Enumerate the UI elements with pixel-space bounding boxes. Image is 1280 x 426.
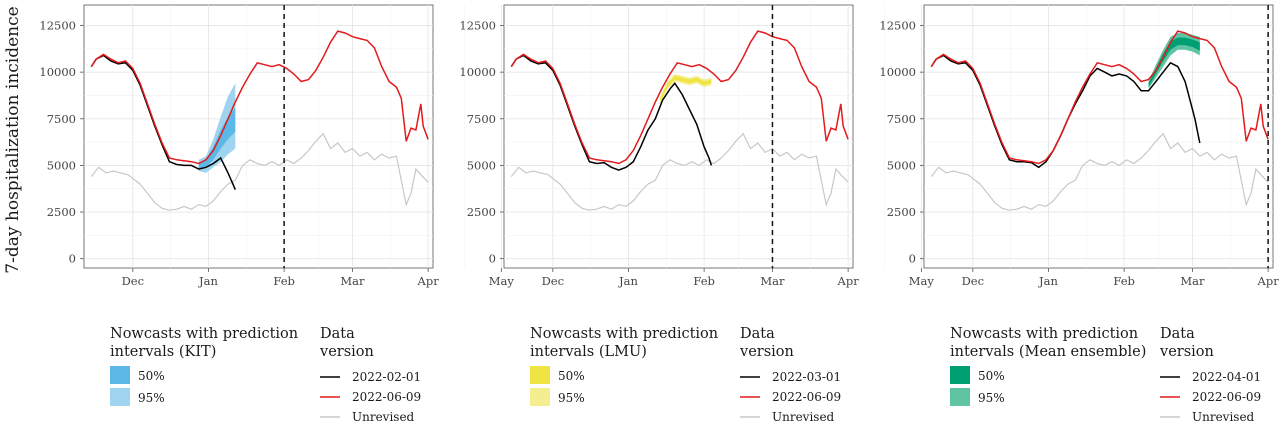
legend: Nowcasts with prediction intervals (KIT) 5… [110,326,421,424]
band-95 [1148,33,1200,89]
y-tick-label: 10000 [459,65,496,79]
y-tick-label: 2500 [467,205,496,219]
y-tick-label: 2500 [47,205,76,219]
legend-key-95% [530,388,550,406]
y-tick-label: 0 [489,252,496,266]
panel-2: 0 2500 5000 7500 10000 12500 Dec Jan Feb Mar Apr Ma… [459,4,935,424]
legend-nowcast-title: Nowcasts with prediction [530,326,718,342]
y-axis-label: 7-day hospitalization incidence [3,6,23,273]
legend-label: Unrevised [772,410,835,424]
y-tick-label: 5000 [887,158,916,172]
panel-1: 0 2500 5000 7500 10000 12500 Dec Jan Feb Mar Apr Ma… [39,4,515,424]
legend-label: 50% [558,369,585,383]
plot-area [503,4,854,269]
series-asof [510,54,713,171]
legend-nowcast-title: intervals (LMU) [530,344,647,360]
legend-label: 2022-06-09 [352,390,421,404]
legend: Nowcasts with prediction intervals (Mean … [950,326,1261,424]
panel-3: 0 2500 5000 7500 10000 12500 Dec Jan Feb Mar Apr Ma… [879,4,1280,424]
y-tick-label: 0 [909,252,916,266]
series-final [930,30,1269,165]
legend-label: 95% [978,391,1005,405]
legend-nowcast-title: intervals (Mean ensemble) [950,344,1146,360]
legend-label: 2022-02-01 [352,370,421,384]
x-tick-label: May [909,274,935,288]
x-tick-label: Feb [693,274,715,288]
y-tick-label: 2500 [887,205,916,219]
x-tick-label: Mar [340,274,365,288]
y-tick-label: 7500 [47,112,76,126]
y-tick-label: 7500 [467,112,496,126]
x-tick-label: Apr [417,274,440,288]
y-tick-label: 12500 [459,19,496,33]
legend-nowcast-title: Nowcasts with prediction [110,326,298,342]
legend-label: 95% [138,391,165,405]
legend-label: Unrevised [352,410,415,424]
legend-key-50% [950,366,970,384]
y-tick-label: 12500 [879,19,916,33]
band-95 [198,83,236,173]
series-unrevised [510,132,849,211]
legend-key-50% [110,366,130,384]
y-tick-label: 7500 [887,112,916,126]
x-tick-label: Jan [618,274,638,288]
x-tick-label: Mar [760,274,785,288]
legend-nowcast-title: Nowcasts with prediction [950,326,1138,342]
plot-area [83,4,434,269]
legend-data-title: version [319,344,374,360]
chart-panels: 0 2500 5000 7500 10000 12500 Dec Jan Feb Mar Apr Ma… [39,4,1280,424]
x-tick-label: Dec [542,274,564,288]
x-tick-label: Apr [1257,274,1280,288]
legend-label: 95% [558,391,585,405]
y-tick-label: 0 [69,252,76,266]
legend-data-title: version [739,344,794,360]
legend-label: 50% [138,369,165,383]
series-final [90,30,429,165]
y-tick-label: 5000 [467,158,496,172]
x-tick-label: Apr [837,274,860,288]
legend-data-title: Data [1160,326,1195,342]
legend-label: 2022-06-09 [1192,390,1261,404]
y-tick-label: 12500 [39,19,76,33]
series-unrevised [90,132,429,211]
series-unrevised [930,132,1269,211]
legend-key-95% [110,388,130,406]
x-tick-label: Jan [1038,274,1058,288]
x-tick-label: Jan [198,274,218,288]
band-50 [1148,37,1200,88]
legend-data-title: Data [320,326,355,342]
x-tick-label: Mar [1180,274,1205,288]
legend-key-95% [950,388,970,406]
legend-key-50% [530,366,550,384]
y-tick-label: 10000 [39,65,76,79]
legend-data-title: version [1159,344,1214,360]
legend: Nowcasts with prediction intervals (LMU) 5… [530,326,841,424]
plot-area [923,4,1274,269]
y-tick-label: 10000 [879,65,916,79]
legend-label: 2022-03-01 [772,370,841,384]
series-final [510,30,849,165]
y-tick-label: 5000 [47,158,76,172]
x-tick-label: May [489,274,515,288]
legend-data-title: Data [740,326,775,342]
legend-nowcast-title: intervals (KIT) [110,344,216,360]
x-tick-label: Feb [273,274,295,288]
x-tick-label: Feb [1113,274,1135,288]
legend-label: Unrevised [1192,410,1255,424]
x-tick-label: Dec [962,274,984,288]
legend-label: 2022-04-01 [1192,370,1261,384]
x-tick-label: Dec [122,274,144,288]
legend-label: 50% [978,369,1005,383]
series-asof [90,54,236,190]
legend-label: 2022-06-09 [772,390,841,404]
band-50 [660,75,712,102]
